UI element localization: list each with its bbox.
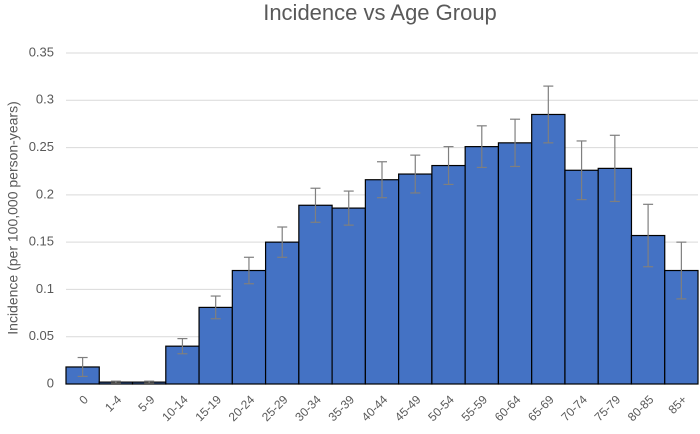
bar [398,173,433,385]
bar [364,179,400,385]
error-bar [643,203,654,268]
bar [431,164,466,385]
bar [231,269,267,385]
error-bar [443,146,454,186]
x-tick-label: 35-39 [325,392,357,424]
error-bar [243,256,254,285]
y-tick-label: 0.35 [29,44,54,59]
error-bar [676,241,687,300]
y-tick-label: 0.05 [29,328,54,343]
bar [464,146,500,385]
error-bar [510,118,521,168]
error-bar [110,380,121,384]
error-bar [310,187,321,223]
y-tick-label: 0 [47,375,54,390]
error-bar [343,190,354,226]
x-tick-label: 5-9 [135,392,157,414]
error-bar [476,125,487,169]
error-bar [576,140,587,201]
x-tick-label: 15-19 [192,392,224,424]
x-tick-label: 1-4 [102,392,124,414]
x-tick-label: 30-34 [292,392,324,424]
error-bar [277,226,288,258]
x-tick-label: 0 [76,392,91,407]
bar [564,169,599,385]
bar [264,241,300,385]
error-bar [210,295,221,320]
y-tick-label: 0.15 [29,234,54,249]
error-bar [177,338,188,355]
x-tick-label: 25-29 [259,392,291,424]
x-tick-label: 75-79 [592,392,624,424]
x-tick-label: 20-24 [226,392,258,424]
chart-title: Incidence vs Age Group [263,0,497,25]
bar [298,204,333,385]
x-tick-label: 50-54 [425,392,457,424]
y-tick-label: 0.2 [36,186,54,201]
x-tick-label: 70-74 [558,392,590,424]
y-tick-label: 0.1 [36,281,54,296]
error-bar [77,356,88,378]
y-axis-label: Incidence (per 100,000 person-years) [5,101,21,334]
bar [198,306,233,385]
x-tick-label: 65-69 [525,392,557,424]
x-tick-label: 55-59 [459,392,491,424]
x-tick-label: 60-64 [492,392,524,424]
y-tick-label: 0.25 [29,139,54,154]
bar [497,142,533,385]
bar [331,207,366,385]
x-tick-label: 85+ [665,392,689,416]
x-tick-label: 10-14 [159,392,191,424]
y-tick-label: 0.3 [36,92,54,107]
x-tick-label: 45-49 [392,392,424,424]
x-tick-label: 40-44 [359,392,391,424]
bar [531,113,566,385]
error-bar [144,380,155,384]
error-bar [543,85,554,144]
error-bar [609,134,620,203]
error-bar [377,161,387,199]
error-bar [410,154,421,194]
x-tick-label: 80-85 [625,392,657,424]
